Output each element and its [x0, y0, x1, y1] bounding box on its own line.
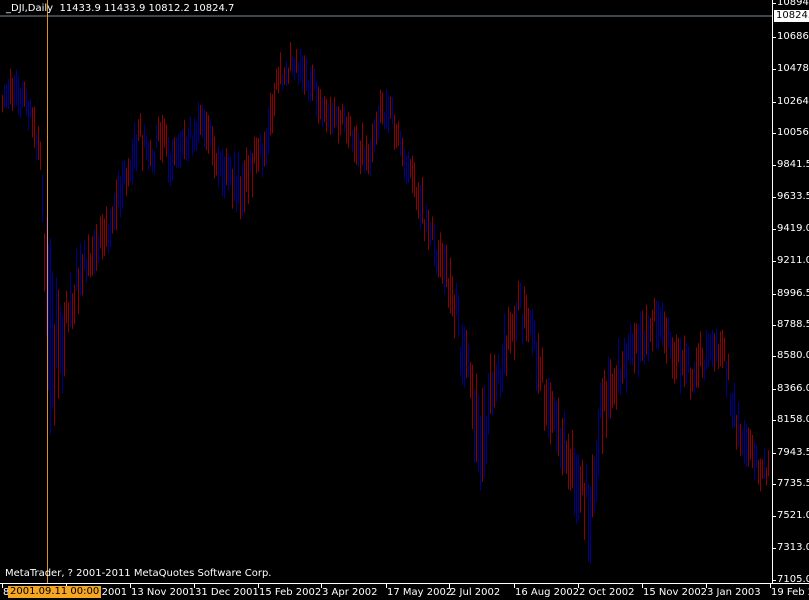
price-axis-label: 7943.5	[777, 447, 809, 458]
price-axis-label: 10686.5	[777, 31, 809, 42]
date-axis-label: 15 Feb 2002	[259, 587, 322, 598]
price-axis-label: 8788.5	[777, 319, 809, 330]
price-axis-label: 8996.5	[777, 288, 809, 299]
price-axis-label: 8366.0	[777, 383, 809, 394]
date-axis-label: 2 Jul 2002	[450, 587, 501, 598]
price-axis-label: 10478.5	[777, 63, 809, 74]
price-axis-label: 8580.0	[777, 350, 809, 361]
price-axis-label: 7521.0	[777, 510, 809, 521]
price-axis-label: 9211.0	[777, 255, 809, 266]
ohlc-values: 11433.9 11433.9 10812.2 10824.7	[59, 3, 235, 14]
price-axis-label: 7735.5	[777, 478, 809, 489]
price-axis-label: 9419.0	[777, 223, 809, 234]
price-axis-label: 10056.0	[777, 127, 809, 138]
date-axis-label: 3 Jan 2003	[707, 587, 761, 598]
price-axis-label: 7105.0	[777, 574, 809, 585]
price-axis-label: 10894.5	[777, 0, 809, 8]
date-axis-label: 31 Dec 2001	[195, 587, 259, 598]
bars-layer	[2, 41, 769, 565]
symbol-label: _DJI,Daily	[6, 3, 54, 14]
date-axis-label: 8	[3, 587, 10, 598]
copyright-text: MetaTrader, ? 2001-2011 MetaQuotes Softw…	[5, 568, 272, 579]
date-axis-label: 13 Nov 2001	[131, 587, 196, 598]
date-axis-label: 3 Apr 2002	[322, 587, 378, 598]
chart-header: _DJI,Daily 11433.9 11433.9 10812.2 10824…	[6, 3, 234, 14]
price-axis-label: 9633.5	[777, 191, 809, 202]
date-axis-label: 15 Nov 2002	[643, 587, 708, 598]
price-axis-label: 9841.5	[777, 159, 809, 170]
price-axis-label: 8158.0	[777, 414, 809, 425]
date-axis-label: 16 Aug 2002	[515, 587, 580, 598]
date-axis-label: 2 Oct 2002	[579, 587, 635, 598]
price-axis-label: 10264.0	[777, 96, 809, 107]
current-price-label: 10824.7	[774, 10, 809, 22]
date-axis-label: ep 2001	[86, 587, 128, 598]
date-axis-label: 19 Feb 2003	[771, 587, 809, 598]
price-axis-label: 7313.0	[777, 542, 809, 553]
crosshair-date-label: 2001.09.11 00:00	[8, 586, 102, 598]
date-axis-label: 17 May 2002	[387, 587, 453, 598]
